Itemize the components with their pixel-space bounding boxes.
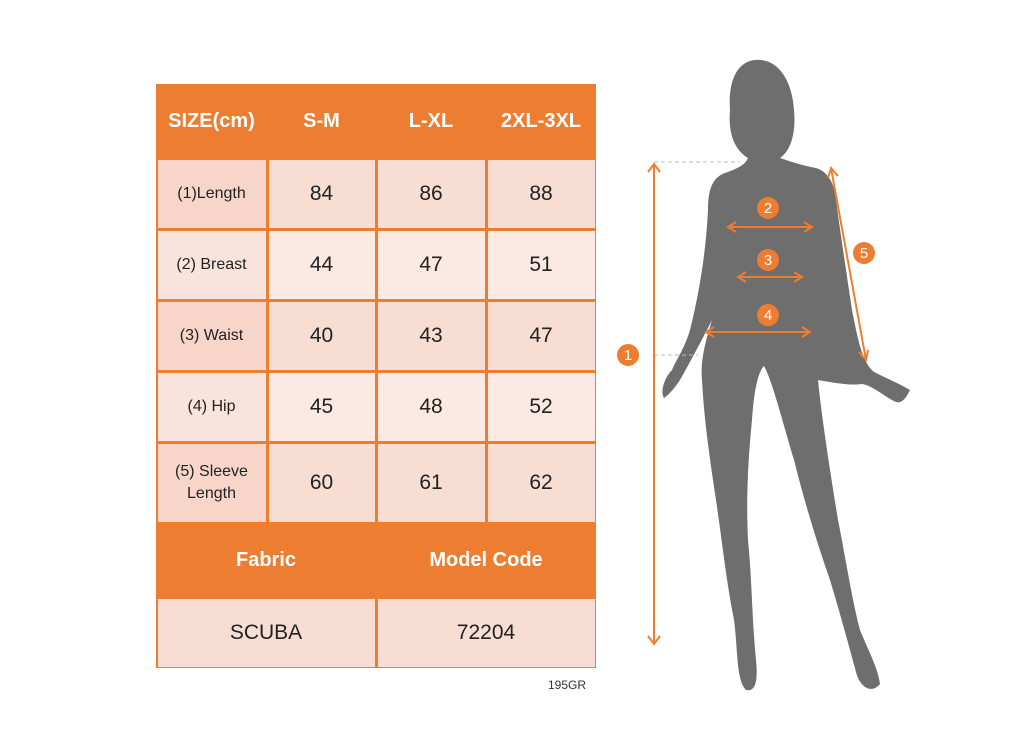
model-code-header: Model Code xyxy=(378,525,595,596)
size-value: 61 xyxy=(377,443,485,522)
model-code-header-text: Model Code xyxy=(429,549,543,571)
size-value: 88 xyxy=(487,159,595,228)
fabric-header: Fabric xyxy=(158,525,375,596)
size-value-text: 61 xyxy=(419,470,443,494)
header-size-3: 2XL-3XL xyxy=(488,86,595,157)
marker-1: 1 xyxy=(624,347,632,364)
size-value-text: 52 xyxy=(529,394,553,418)
row-label-text: (5) Sleeve Length xyxy=(175,462,248,502)
size-chart-table: SIZE (cm) S-M L-XL 2XL-3XL (1)Length 84 86 88 (2)… xyxy=(156,84,596,668)
code-note: 195GR xyxy=(548,678,587,692)
size-value: 40 xyxy=(268,301,375,370)
size-value: 62 xyxy=(487,443,595,522)
row-label: (5) Sleeve Length xyxy=(157,443,266,522)
header-size-line1: SIZE xyxy=(168,110,213,132)
row-label: (3) Waist xyxy=(157,301,266,370)
header-size-1: S-M xyxy=(269,86,375,157)
size-value: 84 xyxy=(268,159,375,228)
header-size-2: L-XL xyxy=(378,86,485,157)
row-label: (2) Breast xyxy=(157,230,266,299)
size-value-text: 88 xyxy=(529,181,553,205)
size-value: 43 xyxy=(377,301,485,370)
size-value-text: 48 xyxy=(419,394,443,418)
header-size-1-text: S-M xyxy=(303,110,340,132)
size-value-text: 43 xyxy=(419,323,443,347)
size-value: 47 xyxy=(377,230,485,299)
row-label-text: (1)Length xyxy=(177,184,246,202)
row-label-text: (3) Waist xyxy=(179,326,244,344)
size-value-text: 86 xyxy=(419,181,443,205)
measurement-markers: 1 2 3 4 5 xyxy=(617,197,875,366)
size-value-text: 40 xyxy=(309,323,334,347)
size-value: 86 xyxy=(377,159,485,228)
marker-2: 2 xyxy=(764,200,772,217)
size-value-text: 47 xyxy=(419,252,443,276)
header-size: SIZE (cm) xyxy=(158,86,266,157)
size-value-text: 84 xyxy=(309,181,334,205)
measurement-lines xyxy=(647,161,869,646)
size-value: 51 xyxy=(487,230,595,299)
size-value: 52 xyxy=(487,372,595,441)
model-code-value: 72204 xyxy=(377,598,595,667)
header-size-line2: (cm) xyxy=(212,110,255,132)
header-size-3-text: 2XL-3XL xyxy=(500,110,582,132)
size-value: 48 xyxy=(377,372,485,441)
marker-3: 3 xyxy=(764,252,772,269)
row-label-text: (2) Breast xyxy=(176,255,247,273)
woman-silhouette xyxy=(662,59,910,691)
fabric-value-text: SCUBA xyxy=(229,620,303,644)
row-label: (1)Length xyxy=(157,159,266,228)
size-value-text: 62 xyxy=(529,470,553,494)
size-value: 44 xyxy=(268,230,375,299)
marker-5: 5 xyxy=(860,245,868,262)
size-value-text: 51 xyxy=(529,252,553,276)
row-label: (4) Hip xyxy=(157,372,266,441)
fabric-value: SCUBA xyxy=(157,598,375,667)
row-label-text: (4) Hip xyxy=(187,397,236,415)
size-value-text: 60 xyxy=(309,470,334,494)
body-measurement-figure: 1 2 3 4 5 xyxy=(617,59,910,691)
size-value-text: 44 xyxy=(309,252,334,276)
size-value: 60 xyxy=(268,443,375,522)
model-code-value-text: 72204 xyxy=(456,620,516,644)
fabric-header-text: Fabric xyxy=(235,549,297,571)
marker-4: 4 xyxy=(764,307,772,324)
size-value-text: 47 xyxy=(529,323,553,347)
size-value: 47 xyxy=(487,301,595,370)
header-size-2-text: L-XL xyxy=(408,110,454,132)
size-value-text: 45 xyxy=(309,394,334,418)
size-value: 45 xyxy=(268,372,375,441)
